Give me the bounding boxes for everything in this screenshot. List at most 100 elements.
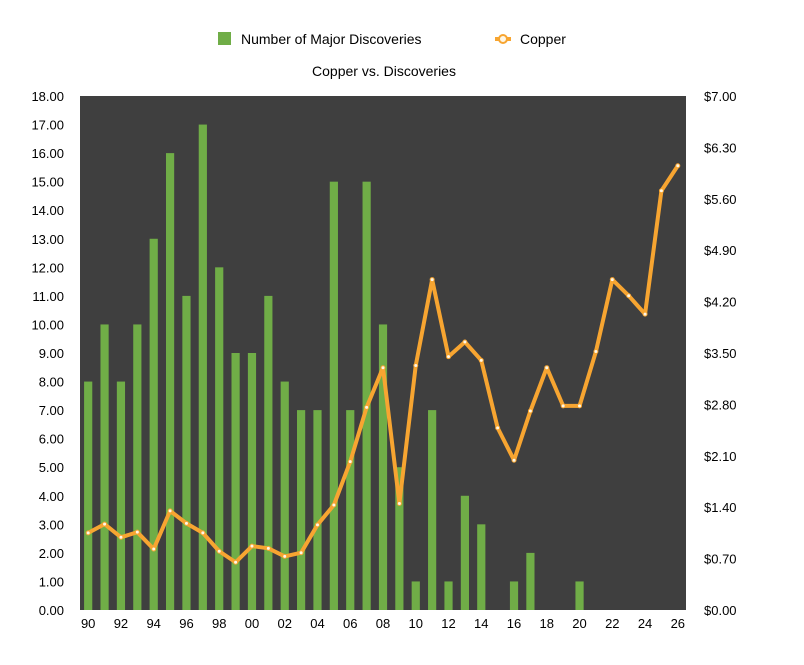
copper-point-00: [249, 543, 255, 549]
right-tick-label: $1.40: [704, 500, 737, 515]
bar-08: [378, 324, 388, 610]
x-tick-label: 92: [114, 616, 128, 631]
left-tick-label: 6.00: [39, 432, 64, 447]
bar-20: [575, 581, 584, 610]
left-tick-label: 3.00: [39, 517, 64, 532]
right-tick-label: $3.50: [704, 346, 737, 361]
copper-point-02: [282, 553, 288, 559]
left-tick-label: 14.00: [31, 203, 64, 218]
legend-line-marker: [498, 34, 508, 44]
bar-04: [313, 410, 322, 610]
left-tick-label: 7.00: [39, 403, 64, 418]
copper-point-25: [658, 188, 664, 194]
left-axis: 0.00 1.00 2.00 3.00 4.00 5.00 6.00 7.00 8.00 9.00…: [31, 89, 64, 618]
copper-point-98: [216, 548, 222, 554]
right-tick-label: $6.30: [704, 140, 737, 155]
x-tick-label: 16: [507, 616, 521, 631]
copper-point-04: [314, 522, 320, 528]
bar-13: [460, 495, 469, 610]
copper-point-91: [102, 521, 108, 527]
copper-point-07: [364, 404, 370, 410]
legend-bar-label: Number of Major Discoveries: [241, 31, 422, 47]
copper-point-03: [298, 550, 304, 556]
left-tick-label: 1.00: [39, 574, 64, 589]
copper-point-96: [183, 520, 189, 526]
right-tick-label: $0.70: [704, 552, 737, 567]
copper-point-26: [675, 163, 681, 169]
x-axis: 90 92 94 96 98 00 02 04 06 08 10 12 14 16 18 20 22 24 26: [81, 616, 685, 631]
x-tick-label: 98: [212, 616, 226, 631]
legend: Number of Major Discoveries Copper: [218, 31, 566, 47]
bar-94: [149, 238, 158, 610]
x-tick-label: 12: [441, 616, 455, 631]
bar-95: [165, 153, 175, 611]
x-tick-label: 26: [671, 616, 685, 631]
right-tick-label: $0.00: [704, 603, 737, 618]
copper-point-05: [331, 502, 337, 508]
x-tick-label: 24: [638, 616, 652, 631]
left-tick-label: 18.00: [31, 89, 64, 104]
right-axis: $0.00 $0.70 $1.40 $2.10 $2.80 $3.50 $4.20 $4.90…: [704, 89, 737, 618]
copper-point-90: [85, 530, 91, 536]
copper-point-13: [462, 339, 468, 345]
bar-02: [280, 381, 289, 610]
copper-point-10: [413, 362, 419, 368]
left-tick-label: 8.00: [39, 375, 64, 390]
bar-10: [411, 581, 420, 610]
legend-line-label: Copper: [520, 31, 566, 47]
right-tick-label: $4.20: [704, 295, 737, 310]
bar-16: [509, 581, 519, 610]
copper-point-99: [233, 559, 239, 565]
copper-point-19: [560, 403, 566, 409]
bar-90: [84, 381, 93, 610]
bar-00: [247, 353, 257, 610]
copper-point-06: [347, 459, 353, 465]
left-tick-label: 15.00: [31, 175, 64, 190]
left-tick-label: 16.00: [31, 146, 64, 161]
copper-point-23: [626, 293, 632, 299]
copper-point-18: [544, 365, 550, 371]
bar-91: [100, 324, 109, 610]
bar-12: [444, 581, 453, 610]
copper-point-08: [380, 365, 386, 371]
left-tick-label: 13.00: [31, 232, 64, 247]
copper-point-11: [429, 277, 435, 283]
left-tick-label: 9.00: [39, 346, 64, 361]
x-tick-label: 02: [277, 616, 291, 631]
x-tick-label: 94: [146, 616, 160, 631]
legend-bar-swatch: [218, 32, 231, 45]
chart-title: Copper vs. Discoveries: [312, 63, 456, 79]
bar-09: [395, 467, 404, 610]
left-tick-label: 0.00: [39, 603, 64, 618]
bar-06: [346, 410, 355, 610]
bar-03: [297, 410, 306, 610]
left-tick-label: 2.00: [39, 546, 64, 561]
copper-point-21: [593, 349, 599, 355]
left-tick-label: 17.00: [31, 118, 64, 133]
bar-93: [133, 324, 142, 610]
copper-point-93: [134, 529, 140, 535]
copper-point-24: [642, 311, 648, 317]
x-tick-label: 96: [179, 616, 193, 631]
bar-11: [428, 410, 437, 610]
bar-07: [362, 181, 371, 611]
copper-point-01: [265, 545, 271, 551]
x-tick-label: 22: [605, 616, 619, 631]
bar-14: [477, 524, 486, 610]
right-tick-label: $5.60: [704, 192, 737, 207]
x-tick-label: 00: [245, 616, 259, 631]
copper-point-17: [527, 408, 533, 414]
right-tick-label: $2.80: [704, 397, 737, 412]
bar-97: [198, 124, 207, 610]
copper-point-94: [151, 546, 157, 552]
left-tick-label: 5.00: [39, 460, 64, 475]
copper-point-92: [118, 534, 124, 540]
x-tick-label: 06: [343, 616, 357, 631]
x-tick-label: 20: [572, 616, 586, 631]
left-tick-label: 4.00: [39, 489, 64, 504]
copper-point-09: [396, 501, 402, 507]
bar-series: [84, 124, 584, 611]
copper-point-20: [577, 403, 583, 409]
bar-05: [329, 181, 338, 611]
